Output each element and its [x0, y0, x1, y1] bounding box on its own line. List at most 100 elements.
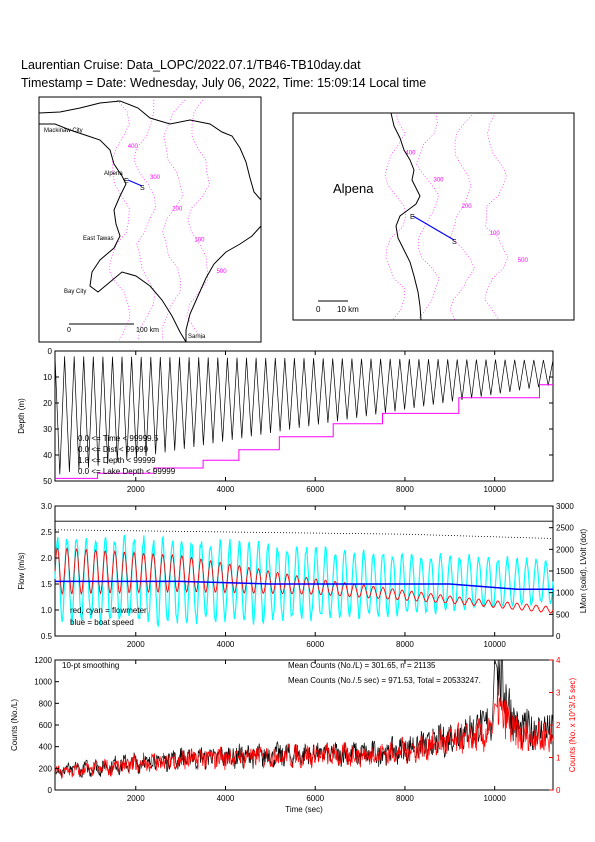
flow-xtick-label: 10000 [484, 640, 507, 649]
flow-ytick-label: 1.5 [41, 580, 53, 589]
depth-xtick-label: 6000 [306, 485, 324, 494]
depth-xtick-label: 2000 [127, 485, 145, 494]
place-sarnia: Sarnia [188, 334, 206, 340]
counts-ytick-label: 400 [39, 743, 53, 752]
overview-map-east-shore [185, 225, 262, 342]
lake-depth-line [55, 384, 553, 479]
place-alpena: Alpena [104, 171, 123, 177]
flow-rtick-label: 2500 [556, 524, 574, 533]
flow-xtick-label: 2000 [127, 640, 145, 649]
counts-xtick-label: 6000 [306, 794, 324, 803]
counts-xtick-label: 4000 [217, 794, 235, 803]
overview-map-contours: 400 300 200 100 500 [108, 99, 228, 341]
depth-xtick-label: 4000 [217, 485, 235, 494]
detail-contour-line [484, 112, 509, 321]
flow-xtick-label: 8000 [396, 640, 414, 649]
flow-ylabel-right: LMon (solid), LVolt (dot) [579, 529, 588, 614]
overview-map: 400 300 200 100 500 E S Mackinaw City Alpena… [38, 96, 262, 343]
flow-ylabel: Flow (m/s) [17, 552, 26, 590]
counts-rtick-label: 1 [556, 754, 561, 763]
detail-contour-line [384, 112, 407, 321]
detail-scale-start: 0 [316, 305, 321, 314]
detail-map-coastline [390, 112, 422, 321]
counts-ylabel: Counts (No./L) [10, 699, 19, 751]
flow-rtick-label: 1500 [556, 567, 574, 576]
boat-speed-line [55, 580, 553, 590]
counts-ylabel-right: Counts (No. x 10^3/.5 sec) [568, 677, 577, 772]
counts-ytick-label: 0 [48, 786, 53, 795]
overview-contour-label: 400 [128, 144, 139, 150]
depth-legend-depth: 1.8 <= Depth < 99999 [78, 456, 156, 465]
place-east-tawas: East Tawas [83, 236, 114, 242]
detail-contour-line [416, 112, 440, 321]
counts-rtick-label: 4 [556, 656, 561, 665]
overview-scale-start: 0 [67, 327, 71, 334]
flow-ytick-label: 0.5 [41, 632, 53, 641]
overview-contour-line [108, 99, 131, 341]
depth-ytick-label: 40 [43, 451, 52, 460]
depth-profile-line [54, 356, 554, 475]
detail-place-alpena: Alpena [333, 181, 374, 196]
detail-map-track [412, 215, 455, 241]
counts-xlabel: Time (sec) [285, 805, 323, 814]
flow-axes: 2000 4000 6000 8000 10000 3.0 2.5 2.0 1.5 1.0 0.5 0… [41, 502, 574, 649]
overview-contour-line [133, 99, 156, 341]
detail-contour-label: 400 [405, 150, 416, 156]
overview-track-end: S [140, 185, 145, 192]
detail-scale-end: 10 km [337, 305, 359, 314]
flow-series [54, 520, 554, 628]
counts-rtick-label: 0 [556, 786, 561, 795]
flow-rtick-label: 2000 [556, 545, 574, 554]
counts-xtick-label: 2000 [127, 794, 145, 803]
counts-mean-line2: Mean Counts (No./.5 sec) = 971.53, Total… [288, 676, 481, 685]
depth-panel: 2000 4000 6000 8000 10000 0 10 20 30 40 50 Depth (… [17, 347, 554, 494]
detail-track-end: S [452, 239, 457, 246]
cruise-title: Laurentian Cruise: Data_LOPC/2022.07.1/T… [21, 58, 361, 72]
counts-xtick-label: 10000 [484, 794, 507, 803]
depth-legend-lakedepth: 0.0 <= Lake Depth < 99999 [78, 467, 176, 476]
detail-map: 400 300 200 100 500 E S Alpena 0 10 km [292, 112, 575, 321]
flow-panel: 2000 4000 6000 8000 10000 3.0 2.5 2.0 1.5 1.0 0.5 0… [17, 502, 588, 649]
detail-track-start: E [410, 214, 415, 221]
overview-map-north-shore [38, 100, 262, 201]
overview-track-start: E [124, 178, 129, 185]
counts-ytick-label: 200 [39, 764, 53, 773]
overview-scale-end: 100 km [136, 327, 159, 334]
counts-series [54, 659, 554, 779]
counts-ytick-label: 1000 [34, 678, 52, 687]
overview-contour-label: 500 [217, 269, 228, 275]
depth-xtick-label: 10000 [484, 485, 507, 494]
depth-ytick-label: 50 [43, 477, 52, 486]
overview-contour-label: 300 [150, 175, 161, 181]
counts-smoothing-note: 10-pt smoothing [62, 661, 119, 670]
counts-black-line [54, 659, 554, 778]
depth-plot-frame [54, 350, 554, 482]
counts-rtick-label: 3 [556, 689, 561, 698]
detail-contour-label: 200 [462, 204, 473, 210]
depth-xtick-label: 8000 [396, 485, 414, 494]
overview-contour-label: 100 [194, 238, 205, 244]
counts-ytick-label: 1200 [34, 656, 52, 665]
flow-ytick-label: 2.5 [41, 528, 53, 537]
counts-xtick-label: 8000 [396, 794, 414, 803]
flow-ytick-label: 1.0 [41, 606, 53, 615]
flow-ytick-label: 3.0 [41, 502, 53, 511]
place-mackinaw-city: Mackinaw City [44, 128, 83, 134]
overview-contour-label: 200 [172, 206, 183, 212]
depth-series [54, 356, 554, 479]
detail-contour-line [449, 112, 475, 321]
counts-ytick-label: 800 [39, 699, 53, 708]
lvolt-dotted-line [54, 529, 554, 539]
flow-legend-boatspeed: blue = boat speed [70, 618, 134, 627]
flow-rtick-label: 500 [556, 610, 570, 619]
flow-rtick-label: 1000 [556, 589, 574, 598]
counts-panel: 2000 4000 6000 8000 100001200100080060040020… [10, 656, 577, 814]
depth-ytick-label: 10 [43, 373, 52, 382]
depth-ytick-label: 30 [43, 425, 52, 434]
overview-contour-line [186, 99, 210, 341]
depth-ytick-label: 0 [48, 347, 53, 356]
flow-xtick-label: 6000 [306, 640, 324, 649]
timestamp-line: Timestamp = Date: Wednesday, July 06, 20… [21, 76, 427, 90]
flow-legend-flowmeter: red, cyan = flowmeter [70, 606, 147, 615]
